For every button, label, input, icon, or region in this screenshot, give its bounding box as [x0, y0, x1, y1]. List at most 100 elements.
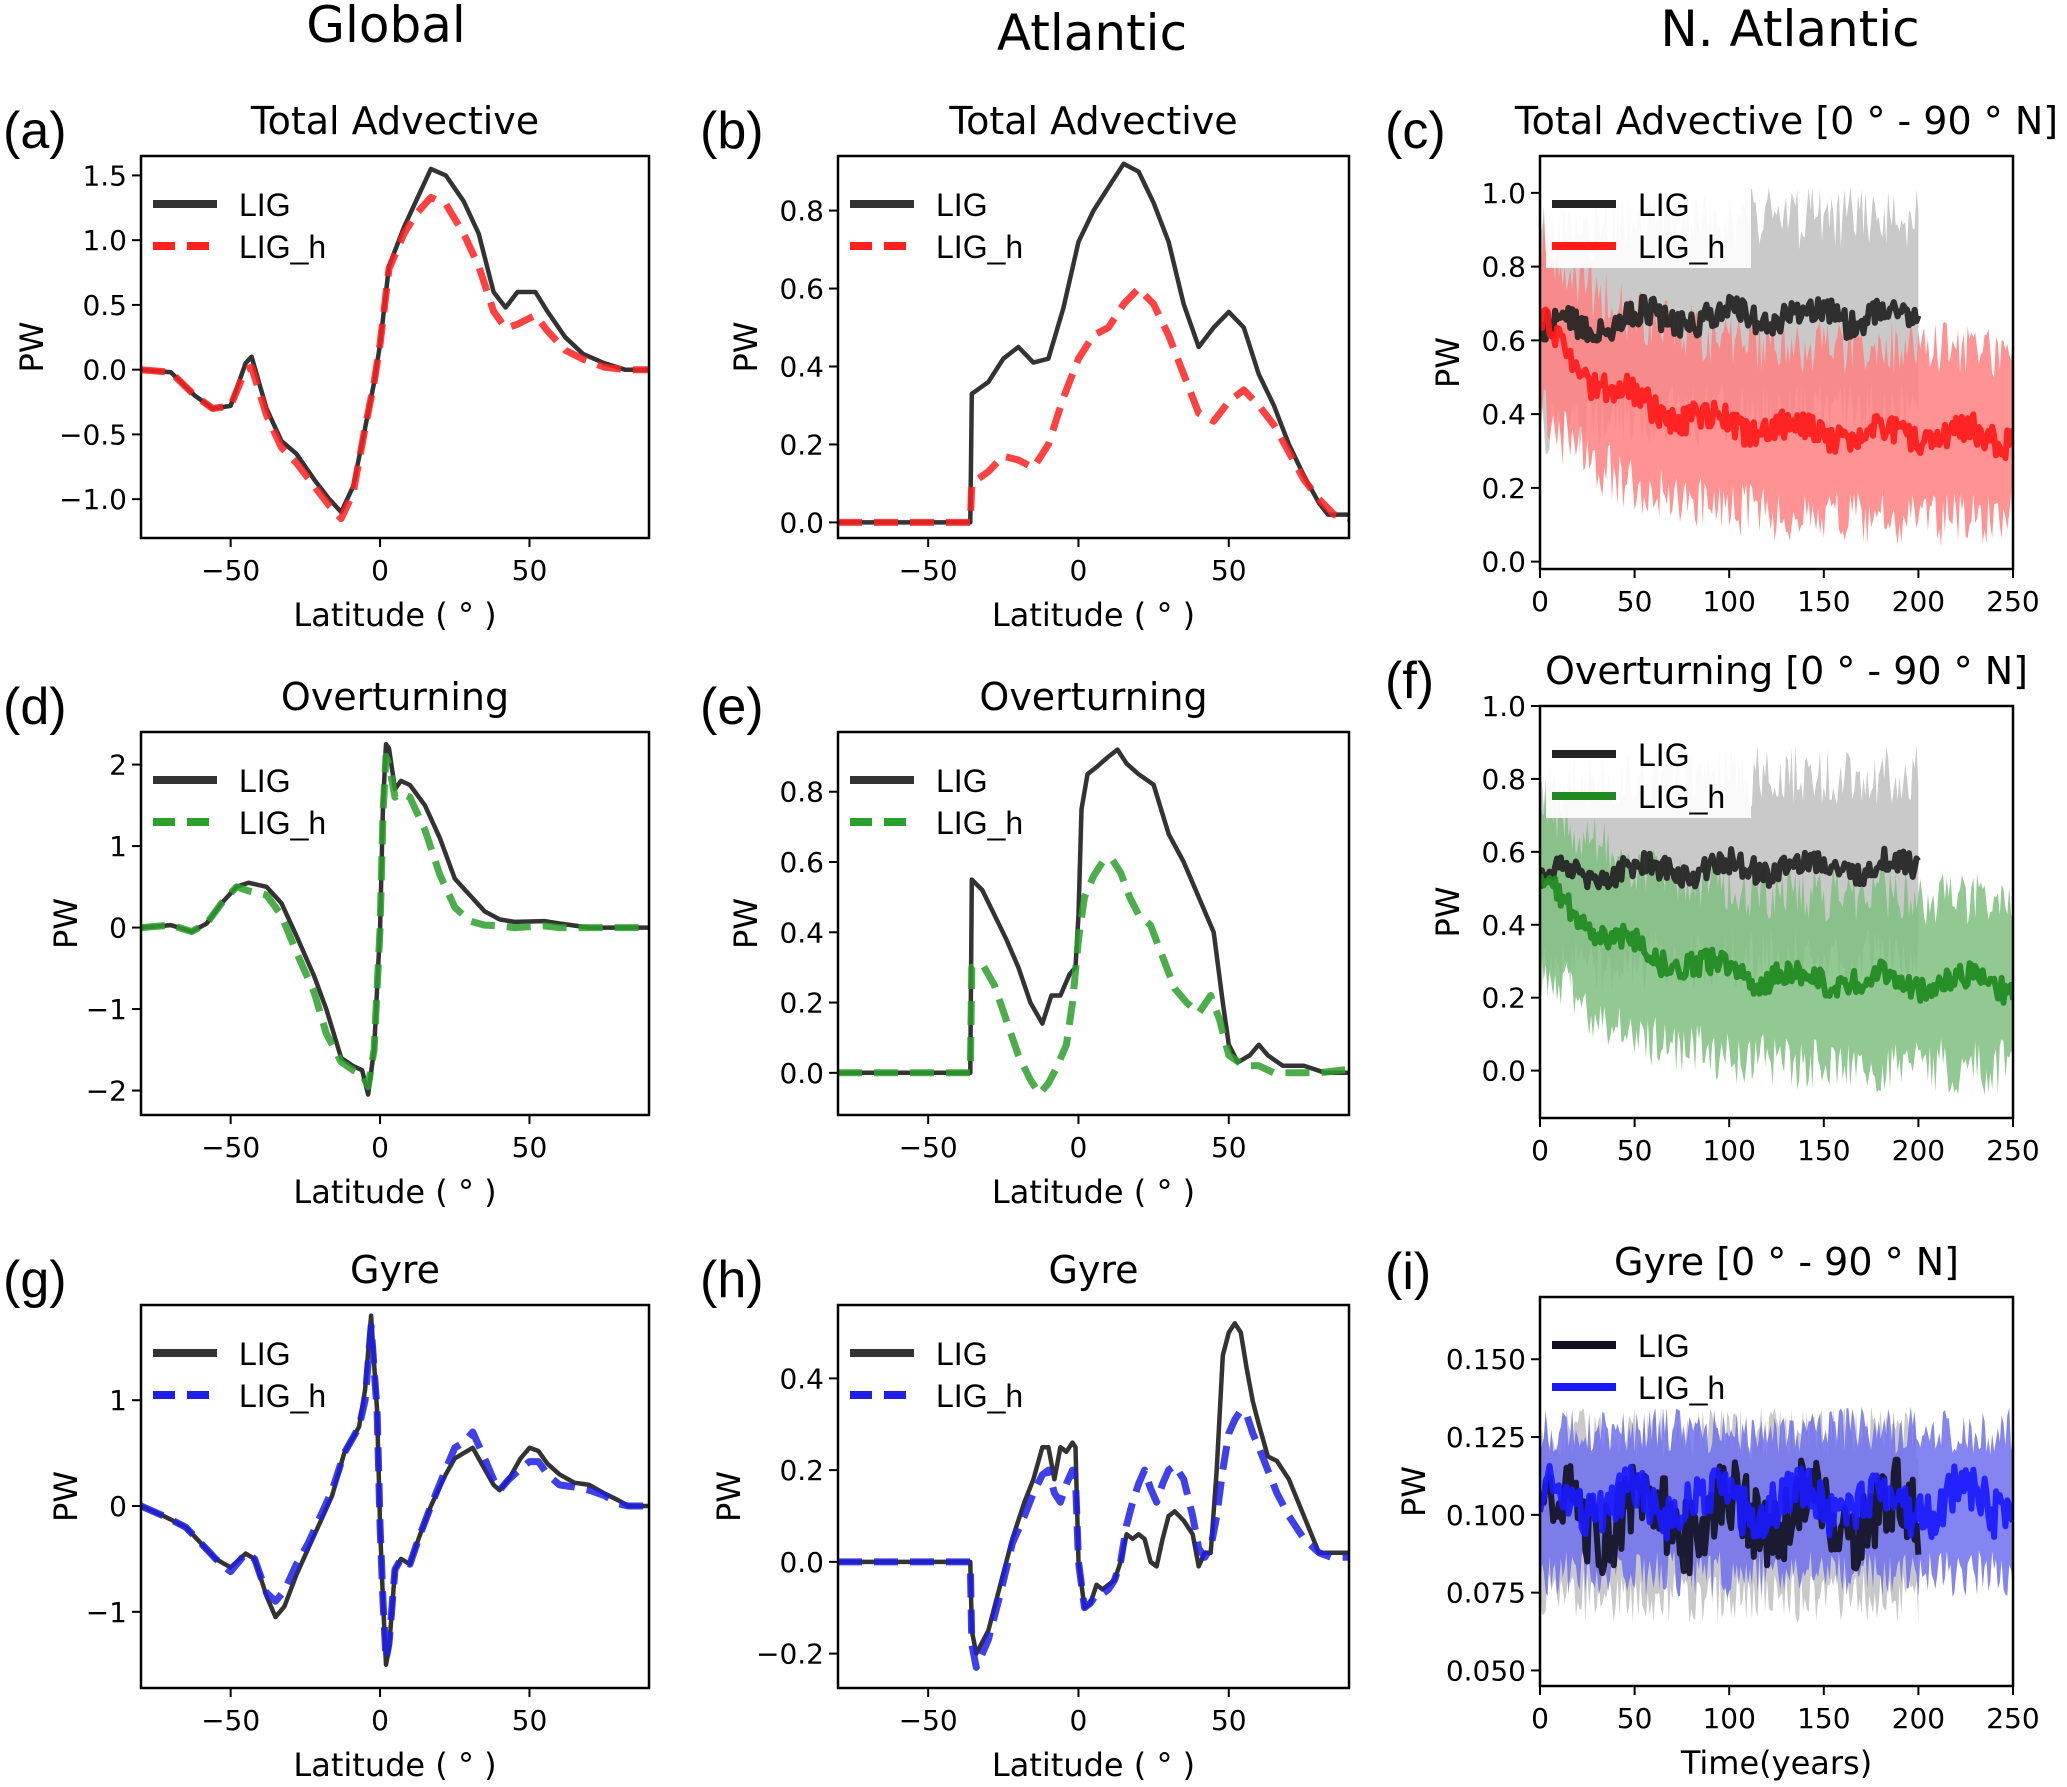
x-tick-label: 150 — [1797, 1702, 1850, 1735]
y-tick-label: −1 — [86, 1596, 127, 1629]
y-tick-label: 0.4 — [779, 916, 824, 949]
x-tick-label: 50 — [1617, 1134, 1653, 1167]
legend-box — [147, 744, 337, 844]
legend-box — [844, 168, 1034, 268]
x-tick-label: 250 — [1986, 1134, 2039, 1167]
x-tick-label: 0 — [371, 1131, 389, 1164]
y-axis-label: PW — [1395, 1466, 1433, 1517]
y-axis-label: PW — [47, 1471, 85, 1522]
y-tick-label: 0.2 — [779, 987, 824, 1020]
series-line-lig — [838, 747, 1349, 1076]
panel-title: Gyre — [350, 1248, 440, 1292]
x-tick-label: 200 — [1892, 585, 1945, 618]
legend-box — [844, 1317, 1034, 1417]
legend-entry: LIG — [1638, 187, 1690, 223]
y-tick-label: −2 — [86, 1075, 127, 1108]
x-axis-label: Time(years) — [1680, 1744, 1872, 1782]
panel-title: Gyre — [1048, 1248, 1138, 1292]
y-tick-label: 0.6 — [779, 846, 824, 879]
y-tick-label: 1.0 — [1481, 177, 1526, 210]
legend: LIG LIG_h — [844, 168, 1034, 268]
y-tick-label: 0.8 — [779, 195, 824, 228]
y-tick-label: 0.5 — [82, 289, 127, 322]
x-tick-label: 0 — [1070, 1704, 1088, 1737]
legend-box — [844, 744, 1034, 844]
series-line-lig-h — [1540, 1462, 2013, 1542]
y-tick-label: 0.6 — [779, 273, 824, 306]
plot-area — [141, 166, 649, 523]
panel-title: Total Advective — [948, 99, 1237, 143]
x-tick-label: 0 — [371, 1704, 389, 1737]
panel-i: 0 50 100 150 200 250 0.050 0.075 0.100 0.125 0.150… — [1385, 1240, 2040, 1782]
x-tick-label: 100 — [1702, 1134, 1755, 1167]
y-tick-label: 0.075 — [1446, 1577, 1526, 1610]
x-axis-label: Latitude ( ° ) — [293, 1746, 496, 1784]
plot-area — [838, 161, 1349, 526]
y-tick-label: 0.150 — [1446, 1343, 1526, 1376]
axes-frame — [1538, 154, 2015, 571]
legend-entry: LIG — [1638, 737, 1690, 773]
x-tick-label: 50 — [512, 554, 548, 587]
panel-e: −50 0 50 0.0 0.2 0.4 0.6 0.8 Latitude ( ° ) PW Ove… — [700, 675, 1351, 1211]
y-axis-label: PW — [13, 322, 51, 373]
y-axis-label: PW — [1429, 887, 1467, 938]
x-axis-label: Latitude ( ° ) — [992, 1173, 1195, 1211]
y-tick-label: 0 — [109, 1490, 127, 1523]
legend: LIG LIG_h — [1546, 718, 1751, 818]
legend-box — [147, 1317, 337, 1417]
legend-box — [1546, 1309, 1751, 1409]
x-tick-label: 250 — [1986, 1702, 2039, 1735]
y-tick-label: 0 — [109, 912, 127, 945]
y-tick-label: 0.4 — [1481, 398, 1526, 431]
legend-entry: LIG — [1638, 1328, 1690, 1364]
x-tick-label: −50 — [899, 1131, 958, 1164]
x-tick-label: 0 — [1070, 554, 1088, 587]
plot-area — [141, 1313, 649, 1667]
y-tick-label: 1.0 — [82, 224, 127, 257]
panel-title: Total Advective [0 ° - 90 ° N] — [1514, 99, 2058, 143]
panel-label: (i) — [1385, 1243, 1431, 1301]
y-tick-label: 2 — [109, 749, 127, 782]
axes-frame — [1538, 704, 2015, 1120]
x-tick-label: 50 — [1617, 1702, 1653, 1735]
panel-title: Gyre [0 ° - 90 ° N] — [1614, 1240, 1959, 1284]
panel-h: −50 0 50 −0.2 0.0 0.2 0.4 Latitude ( ° ) PW Gyre (… — [700, 1248, 1351, 1784]
axes-frame — [836, 730, 1351, 1117]
y-tick-label: 0.125 — [1446, 1421, 1526, 1454]
legend-entry: LIG — [239, 187, 291, 223]
y-tick-label: 0.050 — [1446, 1654, 1526, 1687]
panel-label: (a) — [3, 102, 67, 160]
axes-frame — [139, 730, 651, 1117]
plot-area — [1540, 1406, 2013, 1624]
x-tick-label: 100 — [1702, 1702, 1755, 1735]
series-band-lig-h — [1540, 782, 2013, 1095]
y-tick-label: 0.6 — [1481, 836, 1526, 869]
legend-entry: LIG_h — [1638, 1370, 1725, 1406]
x-tick-label: 0 — [1531, 1134, 1549, 1167]
x-tick-label: 150 — [1797, 1134, 1850, 1167]
x-tick-label: 150 — [1797, 585, 1850, 618]
y-tick-label: −1.0 — [59, 483, 127, 516]
series-line-lig-h — [1540, 306, 2013, 462]
x-tick-label: −50 — [201, 1131, 260, 1164]
panel-label: (h) — [700, 1251, 764, 1309]
legend-entry: LIG — [239, 1336, 291, 1372]
legend-entry: LIG_h — [936, 1378, 1023, 1414]
series-line-lig — [141, 741, 649, 1097]
y-tick-label: 0.2 — [1481, 982, 1526, 1015]
y-tick-label: 0.8 — [1481, 763, 1526, 796]
series-line-lig-h — [838, 285, 1349, 526]
x-tick-label: 0 — [1070, 1131, 1088, 1164]
axes-frame — [836, 1303, 1351, 1690]
x-axis-label: Latitude ( ° ) — [992, 596, 1195, 634]
y-tick-label: 1.5 — [82, 159, 127, 192]
series-line-lig — [838, 161, 1349, 525]
x-tick-label: 0 — [371, 554, 389, 587]
legend: LIG LIG_h — [147, 1317, 337, 1417]
legend-entry: LIG_h — [239, 229, 326, 265]
x-tick-label: 200 — [1892, 1702, 1945, 1735]
legend-box — [1546, 168, 1751, 268]
y-tick-label: 0.0 — [779, 506, 824, 539]
x-tick-label: 200 — [1892, 1134, 1945, 1167]
y-axis-label: PW — [1429, 337, 1467, 388]
